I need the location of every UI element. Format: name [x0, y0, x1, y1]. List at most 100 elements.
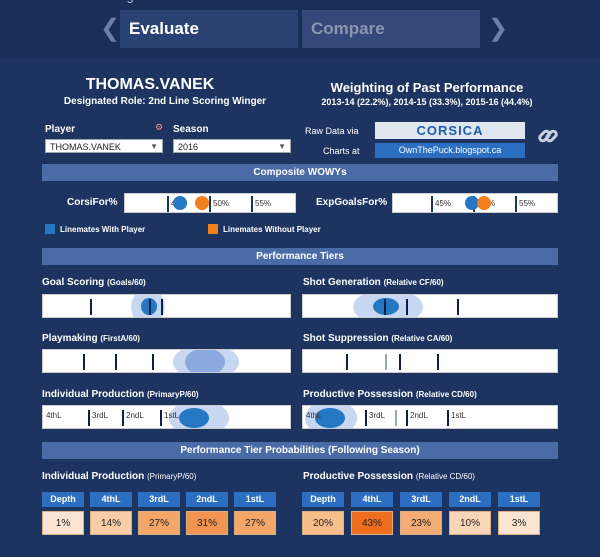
prob-header-2ndl: 2ndL [449, 492, 491, 507]
tab-evaluate[interactable]: Evaluate [120, 10, 298, 48]
scale-tick [251, 196, 253, 212]
productive-possession-title: Productive Possession (Relative CD/60) [303, 389, 477, 400]
tier-label-2ndl: 2ndL [410, 411, 428, 420]
tab-compare[interactable]: Compare [302, 10, 480, 48]
tier-label-4thl: 4thL [46, 411, 62, 420]
tier-boundary [384, 299, 386, 315]
tier-boundary [160, 410, 162, 426]
tier-boundary [90, 299, 92, 315]
weighting-subtitle: 2013-14 (22.2%), 2014-15 (33.3%), 2015-1… [321, 97, 533, 107]
tier-boundary [365, 410, 367, 426]
player-select-value: THOMAS.VANEK [50, 142, 121, 152]
legend-without-label: Linemates Without Player [223, 225, 321, 234]
xg-without-dot [477, 196, 491, 210]
corsi-scale: 45% 50% 55% [124, 193, 296, 213]
goal-scoring-scale [42, 294, 291, 318]
prob-cell: 27% [138, 511, 180, 535]
prob-header-4thl: 4thL [351, 492, 393, 507]
individual-production-scale: 4thL 3rdL 2ndL 1stL [42, 405, 291, 429]
ownthepuck-link[interactable]: OwnThePuck.blogspot.ca [375, 143, 525, 158]
shot-generation-title: Shot Generation (Relative CF/60) [303, 277, 444, 288]
tier-label-3rdl: 3rdL [369, 411, 386, 420]
tier-boundary [346, 354, 348, 370]
prob-cell: 31% [186, 511, 228, 535]
tier-boundary [152, 354, 154, 370]
tier-boundary [122, 410, 124, 426]
tier-boundary [406, 410, 408, 426]
corsi-without-dot [195, 196, 209, 210]
tick-label-45: 45% [435, 199, 452, 208]
prob-header-1stl: 1stL [234, 492, 276, 507]
prob-cell: 27% [234, 511, 276, 535]
tier-label-2ndl: 2ndL [126, 411, 144, 420]
legend-without-swatch [208, 224, 218, 234]
prob-possession-title: Productive Possession (Relative CD/60) [303, 471, 475, 482]
tier-boundary [437, 354, 439, 370]
projection-dot [179, 408, 209, 428]
tier-label-1stl: 1stL [164, 411, 180, 420]
link-chain-icon[interactable] [536, 124, 560, 148]
scale-tick [209, 196, 211, 212]
xg-scale: 45% 50% 55% [392, 193, 558, 213]
playmaking-title: Playmaking (FirstA/60) [42, 333, 140, 344]
prob-header-3rdl: 3rdL [138, 492, 180, 507]
tier-boundary [161, 299, 163, 315]
individual-production-title: Individual Production (PrimaryP/60) [42, 389, 199, 400]
charts-label: Charts at [323, 146, 360, 156]
tier-label-3rdl: 3rdL [92, 411, 109, 420]
playmaking-scale [42, 349, 291, 373]
shot-suppression-title: Shot Suppression (Relative CA/60) [303, 333, 453, 344]
season-select[interactable]: 2016 ▼ [173, 139, 291, 153]
prob-cell: 43% [351, 511, 393, 535]
prob-cell: 1% [42, 511, 84, 535]
season-select-value: 2016 [178, 142, 199, 152]
prob-cell: 3% [498, 511, 540, 535]
player-name-title: THOMAS.VANEK [85, 76, 215, 93]
weighting-title: Weighting of Past Performance [330, 80, 524, 95]
tier-boundary [406, 299, 408, 315]
chevron-down-icon: ▼ [150, 142, 158, 151]
tier-boundary [399, 354, 401, 370]
tick-label-55: 55% [519, 199, 536, 208]
tier-boundary [457, 299, 459, 315]
tier-boundary [385, 354, 387, 370]
tier-label-4thl: 4thL [306, 411, 322, 420]
corsica-logo[interactable]: CORSICA [375, 122, 525, 139]
prob-header-3rdl: 3rdL [400, 492, 442, 507]
filter-clear-icon[interactable]: ⚙ [155, 122, 164, 132]
next-arrow-icon[interactable]: ❯ [488, 15, 509, 42]
productive-possession-scale: 4thL 3rdL 2ndL 1stL [302, 405, 558, 429]
chevron-down-icon: ▼ [278, 142, 286, 151]
legend-with-label: Linemates With Player [60, 225, 146, 234]
projection-dot [315, 408, 345, 428]
player-filter-label: Player [45, 124, 76, 135]
tier-boundary [88, 410, 90, 426]
tier-boundary [83, 354, 85, 370]
corsi-label: CorsiFor% [67, 197, 118, 208]
corsi-with-dot [173, 196, 187, 210]
season-filter-label: Season [173, 124, 209, 135]
xg-label: ExpGoalsFor% [316, 197, 388, 208]
designated-role: Designated Role: 2nd Line Scoring Winger [63, 96, 267, 107]
shot-suppression-scale [302, 349, 558, 373]
prev-arrow-icon[interactable]: ❮ [100, 15, 121, 42]
prob-header-4thl: 4thL [90, 492, 132, 507]
tick-label-55: 55% [255, 199, 272, 208]
shot-generation-scale [302, 294, 558, 318]
tab-index-label: 5 [127, 0, 134, 6]
raw-data-label: Raw Data via [305, 126, 359, 136]
projection-dot [373, 298, 399, 315]
tiers-section-header: Performance Tiers [42, 248, 558, 265]
prob-cell: 10% [449, 511, 491, 535]
tier-boundary [395, 410, 397, 426]
scale-tick [515, 196, 517, 212]
player-select[interactable]: THOMAS.VANEK ▼ [45, 139, 163, 153]
prob-header-depth: Depth [302, 492, 344, 507]
xg-with-dot [465, 196, 479, 210]
projection-dot [185, 350, 225, 372]
tick-label-50: 50% [213, 199, 230, 208]
prob-header-2ndl: 2ndL [186, 492, 228, 507]
tier-boundary [149, 299, 151, 315]
goal-scoring-title: Goal Scoring (Goals/60) [42, 277, 146, 288]
scale-tick [431, 196, 433, 212]
